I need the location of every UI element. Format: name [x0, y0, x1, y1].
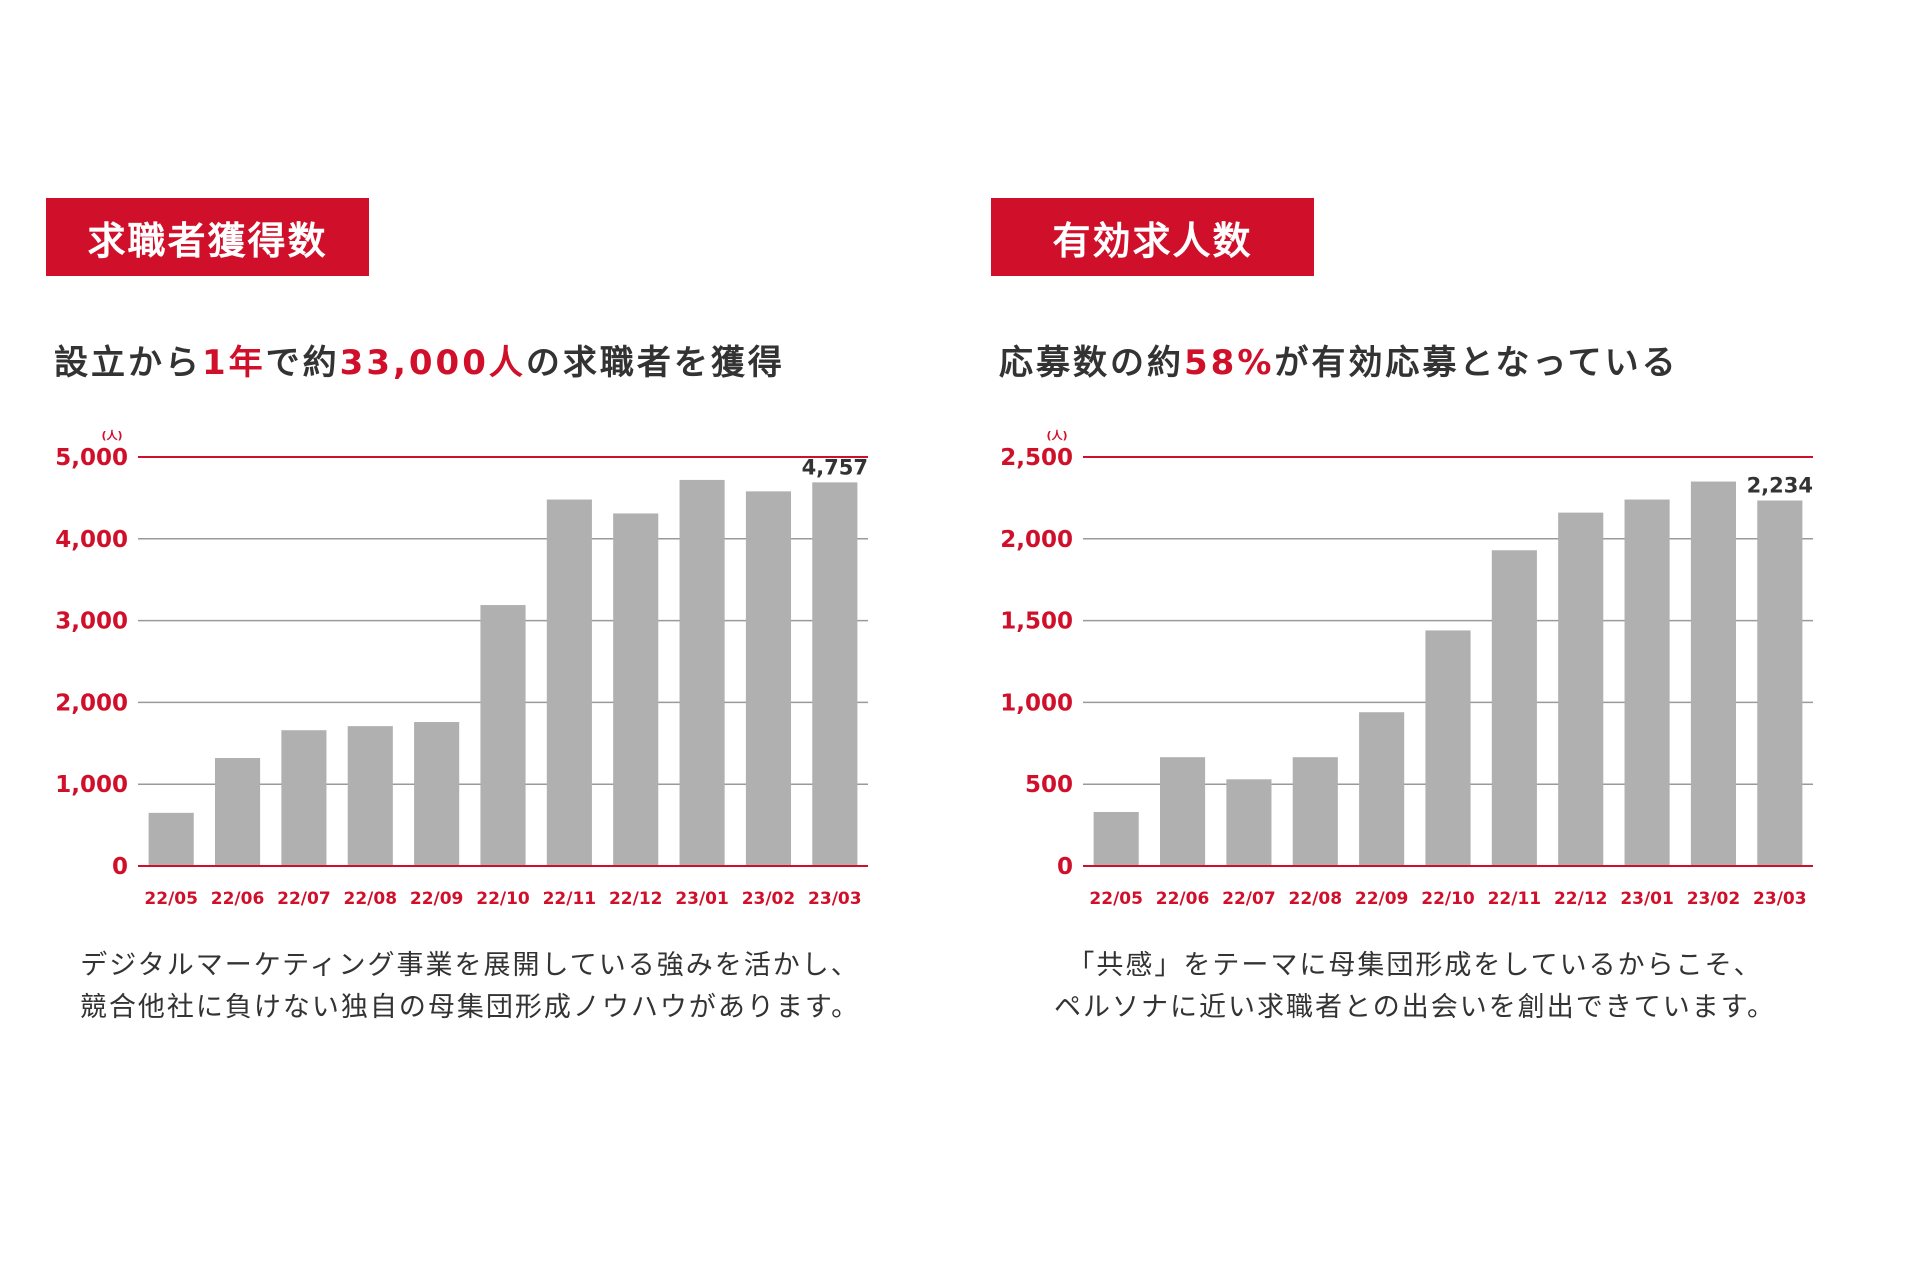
x-tick-label: 23/02: [1687, 889, 1741, 909]
y-tick-label: 2,500: [1000, 445, 1073, 471]
bar: [745, 491, 792, 866]
headline-pre: 応募数の約: [999, 343, 1184, 383]
x-tick-label: 23/02: [742, 889, 796, 909]
x-tick-label: 22/12: [1554, 889, 1608, 909]
x-tick-label: 22/11: [1488, 889, 1542, 909]
x-tick-label: 22/05: [1089, 889, 1143, 909]
y-tick-label: 2,000: [55, 690, 128, 716]
x-tick-label: 22/09: [410, 889, 464, 909]
headline-mid: で約: [265, 343, 340, 383]
bar: [546, 499, 592, 866]
y-tick-label: 1,000: [1000, 690, 1073, 716]
x-tick-label: 22/07: [1222, 889, 1276, 909]
y-unit-label: (人): [1046, 428, 1067, 442]
y-tick-label: 1,000: [55, 772, 128, 798]
bar: [281, 730, 327, 866]
bar: [347, 726, 393, 866]
y-tick-label: 3,000: [55, 609, 128, 635]
bar: [1624, 499, 1670, 866]
x-tick-label: 22/11: [543, 889, 597, 909]
x-tick-label: 22/12: [609, 889, 663, 909]
bar: [1359, 712, 1405, 866]
bar: [1757, 500, 1803, 866]
panel-job-seekers: 求職者獲得数 設立から1年で約33,000人の求職者を獲得 0 1,000 2,00…: [40, 0, 900, 1280]
bar: [1690, 481, 1737, 866]
section-tag: 有効求人数: [991, 198, 1314, 276]
x-tick-label: 22/07: [277, 889, 331, 909]
bar-chart: 0 1,000 2,000 3,000 4,000 5,000 (人) 22/05 22/06 2…: [40, 410, 900, 930]
y-unit-label: (人): [101, 428, 122, 442]
x-tick-label: 22/08: [344, 889, 398, 909]
x-tick-label: 23/03: [1753, 889, 1807, 909]
bar: [812, 482, 858, 866]
bar: [613, 513, 659, 866]
x-tick-label: 22/06: [211, 889, 265, 909]
headline-post: が有効応募となっている: [1274, 343, 1679, 383]
bar: [1491, 550, 1537, 866]
caption-line-1: 「共感」をテーマに母集団形成をしているからこそ、: [1067, 950, 1763, 981]
bar-chart-svg: 0 1,000 2,000 3,000 4,000 5,000 (人) 22/05 22/06 2…: [55, 428, 868, 909]
y-tick-label: 4,000: [55, 527, 128, 553]
headline: 応募数の約58%が有効応募となっている: [999, 335, 1679, 384]
y-tick-label: 1,500: [1000, 609, 1073, 635]
x-tick-label: 23/03: [808, 889, 862, 909]
y-tick-label: 5,000: [55, 445, 128, 471]
bar: [1093, 812, 1139, 866]
headline-highlight-1: 1年: [202, 343, 266, 383]
headline-pre: 設立から: [54, 343, 202, 383]
bar-chart-svg: 0 500 1,000 1,500 2,000 2,500 (人) 22/05 22/06 22/…: [1000, 428, 1813, 909]
bar: [1226, 779, 1272, 866]
x-tick-label: 22/05: [144, 889, 198, 909]
data-label: 4,757: [802, 455, 868, 479]
bar: [480, 605, 526, 866]
bar: [1558, 512, 1604, 866]
y-tick-label: 0: [112, 854, 128, 880]
headline: 設立から1年で約33,000人の求職者を獲得: [54, 335, 785, 384]
y-tick-label: 0: [1057, 854, 1073, 880]
panel-valid-applications: 有効求人数 応募数の約58%が有効応募となっている 0 500 1,000 1,500…: [985, 0, 1845, 1280]
bar: [148, 812, 194, 866]
bar: [214, 758, 261, 866]
headline-highlight-1: 58%: [1184, 343, 1275, 383]
bar: [414, 722, 460, 866]
y-tick-label: 2,000: [1000, 527, 1073, 553]
section-tag: 求職者獲得数: [46, 198, 369, 276]
x-tick-label: 23/01: [675, 889, 729, 909]
headline-highlight-2: 33,000人: [339, 343, 526, 383]
data-label: 2,234: [1747, 474, 1813, 498]
x-tick-label: 22/09: [1355, 889, 1409, 909]
bar: [1159, 757, 1206, 866]
caption: 「共感」をテーマに母集団形成をしているからこそ、 ペルソナに近い求職者との出会い…: [985, 945, 1845, 1029]
bar: [1425, 630, 1471, 866]
y-tick-label: 500: [1025, 772, 1073, 798]
caption-line-1: デジタルマーケティング事業を展開している強みを活かし、: [80, 950, 860, 981]
bar-chart: 0 500 1,000 1,500 2,000 2,500 (人) 22/05 22/06 22/…: [985, 410, 1845, 930]
caption-line-2: ペルソナに近い求職者との出会いを創出できています。: [1053, 992, 1777, 1023]
x-tick-label: 22/06: [1156, 889, 1210, 909]
headline-post: の求職者を獲得: [525, 343, 785, 383]
bar: [679, 479, 725, 866]
x-tick-label: 23/01: [1620, 889, 1674, 909]
caption: デジタルマーケティング事業を展開している強みを活かし、 競合他社に負けない独自の…: [40, 945, 900, 1029]
x-tick-label: 22/10: [1421, 889, 1475, 909]
bar: [1292, 757, 1338, 866]
caption-line-2: 競合他社に負けない独自の母集団形成ノウハウがあります。: [79, 992, 861, 1023]
x-tick-label: 22/10: [476, 889, 530, 909]
x-tick-label: 22/08: [1289, 889, 1343, 909]
